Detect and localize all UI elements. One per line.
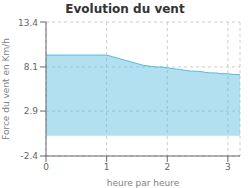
svg-text:0: 0 — [43, 162, 49, 172]
svg-text:heure par heure: heure par heure — [107, 178, 180, 188]
svg-text:2: 2 — [164, 162, 170, 172]
svg-text:13.4: 13.4 — [18, 18, 38, 28]
svg-text:Force du vent en Km/h: Force du vent en Km/h — [8, 38, 11, 140]
svg-text:8.1: 8.1 — [24, 62, 38, 72]
svg-text:3: 3 — [225, 162, 231, 172]
svg-text:-2.4: -2.4 — [20, 151, 38, 161]
svg-text:1: 1 — [104, 162, 110, 172]
html-text:Evolution du vent: Evolution du vent — [65, 2, 185, 16]
svg-text:2.9: 2.9 — [24, 106, 39, 116]
